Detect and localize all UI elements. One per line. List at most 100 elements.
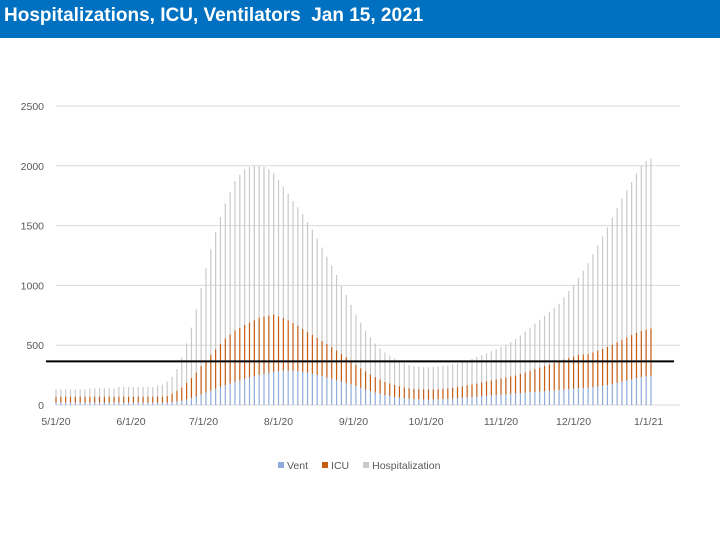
bar-icu xyxy=(277,316,280,372)
bar-hospitalization xyxy=(389,355,391,384)
bar-icu xyxy=(413,388,415,400)
bar-vent xyxy=(568,389,570,405)
bar-icu xyxy=(302,328,304,372)
bar-hospitalization xyxy=(277,179,280,317)
bar-icu xyxy=(181,387,183,401)
bar-vent xyxy=(239,380,241,405)
bar-vent xyxy=(137,402,139,405)
y-axis-ticks: 0 500 1000 1500 2000 2500 xyxy=(21,101,45,412)
bar-vent xyxy=(273,371,275,405)
bar-vent xyxy=(485,395,488,405)
bar-vent xyxy=(616,382,618,405)
bar-icu xyxy=(364,371,367,390)
bar-icu xyxy=(592,352,594,388)
bar-icu xyxy=(161,396,164,403)
bar-icu xyxy=(398,386,401,398)
bar-hospitalization xyxy=(529,327,531,371)
bar-icu xyxy=(268,315,270,373)
bar-icu xyxy=(340,354,342,382)
bar-icu xyxy=(335,350,338,381)
bar-hospitalization xyxy=(326,256,328,345)
bar-vent xyxy=(171,402,173,405)
bar-vent xyxy=(471,396,473,405)
bar-icu xyxy=(514,375,517,394)
bar-vent xyxy=(248,377,251,405)
bar-vent xyxy=(84,402,86,405)
bar-vent xyxy=(103,402,105,405)
y-tick-label: 2000 xyxy=(21,161,45,173)
bar-icu xyxy=(645,329,647,377)
bar-vent xyxy=(539,391,541,405)
bar-hospitalization xyxy=(640,165,642,331)
bar-hospitalization xyxy=(335,274,338,351)
bar-icu xyxy=(263,316,265,374)
bar-vent xyxy=(89,402,91,405)
bar-vent xyxy=(210,390,212,405)
bar-hospitalization xyxy=(103,388,105,397)
bar-vent xyxy=(224,385,226,405)
bar-icu xyxy=(113,396,115,403)
y-tick-label: 1000 xyxy=(21,280,45,292)
bar-hospitalization xyxy=(490,351,492,381)
bar-vent xyxy=(650,375,652,405)
x-tick-label: 1/1/21 xyxy=(634,416,663,428)
bars xyxy=(55,158,652,405)
bar-icu xyxy=(321,340,323,377)
bar-hospitalization xyxy=(621,198,623,340)
bar-hospitalization xyxy=(65,389,67,397)
bar-hospitalization xyxy=(268,169,270,316)
bar-hospitalization xyxy=(456,363,459,388)
bar-vent xyxy=(524,392,526,405)
legend-swatch-icu xyxy=(322,462,329,468)
bar-hospitalization xyxy=(345,294,347,358)
bar-vent xyxy=(123,402,125,405)
bar-vent xyxy=(186,399,188,405)
bar-vent xyxy=(55,402,57,405)
bar-vent xyxy=(631,379,633,405)
bar-icu xyxy=(219,343,222,387)
bar-hospitalization xyxy=(500,346,502,379)
bar-hospitalization xyxy=(442,366,444,389)
bar-icu xyxy=(495,379,497,396)
bar-vent xyxy=(340,381,342,405)
x-tick-label: 9/1/20 xyxy=(339,416,368,428)
bar-icu xyxy=(631,335,633,380)
bar-icu xyxy=(215,349,217,389)
bar-hospitalization xyxy=(147,387,149,397)
bar-hospitalization xyxy=(127,387,130,397)
bar-vent xyxy=(369,391,372,405)
bar-icu xyxy=(374,377,376,393)
bar-vent xyxy=(592,387,594,405)
bar-icu xyxy=(253,320,255,377)
bar-vent xyxy=(321,376,323,405)
bar-icu xyxy=(640,330,642,377)
bar-icu xyxy=(606,346,609,386)
bar-vent xyxy=(316,374,318,405)
bar-icu xyxy=(345,357,347,383)
bar-vent xyxy=(548,390,550,405)
bar-vent xyxy=(490,395,492,405)
bar-icu xyxy=(229,334,231,384)
bar-icu xyxy=(519,373,521,394)
bar-icu xyxy=(200,365,202,395)
bar-icu xyxy=(403,387,405,399)
bar-icu xyxy=(389,383,391,397)
bar-hospitalization xyxy=(244,169,246,325)
bar-hospitalization xyxy=(548,311,550,365)
bar-icu xyxy=(297,325,299,372)
bar-icu xyxy=(582,354,584,388)
bar-icu xyxy=(447,388,449,399)
bar-vent xyxy=(69,402,72,405)
bar-icu xyxy=(94,396,96,403)
y-tick-label: 0 xyxy=(38,400,44,412)
legend: Vent ICU Hospitalization xyxy=(278,460,441,472)
bar-hospitalization xyxy=(186,343,188,383)
bar-vent xyxy=(606,385,609,405)
bar-icu xyxy=(558,361,560,390)
y-tick-label: 2500 xyxy=(21,101,45,113)
bar-hospitalization xyxy=(626,190,628,338)
bar-hospitalization xyxy=(340,285,342,355)
bar-vent xyxy=(108,402,110,405)
bar-hospitalization xyxy=(611,217,613,345)
